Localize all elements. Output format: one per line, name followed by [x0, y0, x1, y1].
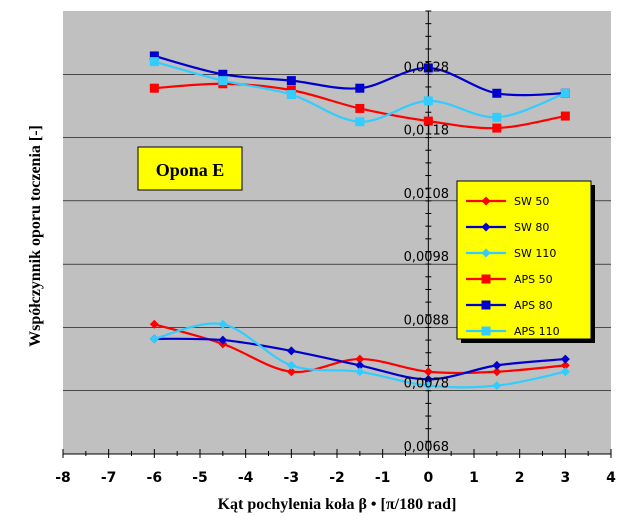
legend-marker: [481, 326, 491, 336]
series-sw-110: [149, 319, 570, 391]
x-tick-label: 1: [469, 470, 479, 486]
y-tick-label: 0,0108: [404, 187, 450, 202]
legend-entry-sw-80: SW 80: [466, 221, 549, 234]
legend-label: APS 110: [514, 325, 560, 338]
data-point-sw-80: [355, 360, 365, 370]
data-point-aps-80: [492, 88, 502, 98]
legend-label: APS 50: [514, 273, 553, 286]
data-point-sw-80: [560, 354, 570, 364]
y-tick-label: 0,0068: [404, 440, 450, 455]
data-point-aps-50: [423, 116, 433, 126]
legend-entry-aps-80: APS 80: [466, 299, 553, 312]
data-point-aps-110: [560, 88, 570, 98]
legend-entry-sw-50: SW 50: [466, 195, 549, 208]
data-point-aps-80: [149, 51, 159, 61]
data-point-sw-110: [423, 381, 433, 391]
series-sw-80: [149, 334, 570, 384]
data-point-aps-110: [149, 57, 159, 67]
x-tick-label: -6: [147, 470, 163, 486]
x-tick-label: -4: [238, 470, 254, 486]
annotation-text: Opona E: [156, 160, 225, 180]
x-axis-label: Kąt pochylenia koła β • [π/180 rad]: [218, 496, 457, 513]
data-point-aps-80: [218, 69, 228, 79]
x-tick-label: -2: [329, 470, 345, 486]
x-tick-labels: -8 -7 -6 -5 -4 -3 -2 -1 0 1 2 3 4: [55, 470, 616, 486]
legend-marker: [481, 300, 491, 310]
data-point-sw-110: [355, 367, 365, 377]
data-point-aps-110: [286, 90, 296, 100]
data-point-aps-110: [492, 112, 502, 122]
x-tick-label: -3: [284, 470, 300, 486]
legend-label: APS 80: [514, 299, 553, 312]
data-point-sw-50: [423, 367, 433, 377]
series-layer: [149, 51, 570, 391]
y-tick-label: 0,0128: [404, 60, 450, 75]
data-point-aps-80: [423, 63, 433, 73]
legend-entry-aps-50: APS 50: [466, 273, 553, 286]
data-point-sw-110: [560, 367, 570, 377]
data-point-sw-110: [149, 334, 159, 344]
data-point-sw-50: [492, 367, 502, 377]
data-point-aps-110: [218, 76, 228, 86]
legend-marker: [481, 222, 491, 232]
series-aps-80: [149, 51, 570, 98]
annotation-box: Opona E: [137, 146, 243, 191]
data-point-sw-110: [286, 360, 296, 370]
x-tick-label: 2: [515, 470, 525, 486]
legend-entry-sw-110: SW 110: [466, 247, 556, 260]
y-tick-label: 0,0098: [404, 250, 450, 265]
data-point-sw-50: [355, 354, 365, 364]
data-point-sw-110: [492, 381, 502, 391]
data-point-aps-50: [355, 103, 365, 113]
x-tick-label: -8: [55, 470, 71, 486]
legend-box: [456, 180, 592, 340]
data-point-aps-50: [149, 83, 159, 93]
data-point-aps-80: [286, 76, 296, 86]
legend-marker: [481, 196, 491, 206]
legend-label: SW 110: [514, 247, 556, 260]
legend-marker: [481, 248, 491, 258]
y-tick-label: 0,0078: [404, 377, 450, 392]
legend-label: SW 50: [514, 195, 549, 208]
data-point-sw-80: [492, 360, 502, 370]
data-point-sw-50: [149, 319, 159, 329]
series-aps-110: [149, 57, 570, 127]
data-point-aps-80: [355, 83, 365, 93]
x-tick-label: -1: [375, 470, 391, 486]
y-tick-label: 0,0118: [404, 124, 450, 139]
annotation-box-background: [137, 146, 243, 191]
data-point-aps-50: [560, 111, 570, 121]
x-tick-label: 4: [606, 470, 616, 486]
legend-items: SW 50 SW 80 SW 110 APS 50 APS 80 APS 110: [466, 195, 560, 338]
data-point-aps-110: [355, 117, 365, 127]
legend: SW 50 SW 80 SW 110 APS 50 APS 80 APS 110: [456, 180, 595, 343]
data-point-aps-110: [423, 96, 433, 106]
data-point-sw-50: [286, 367, 296, 377]
data-point-sw-50: [560, 360, 570, 370]
legend-label: SW 80: [514, 221, 549, 234]
legend-marker: [481, 274, 491, 284]
data-point-sw-80: [218, 335, 228, 345]
data-point-sw-80: [423, 374, 433, 384]
x-tick-label: 0: [423, 470, 433, 486]
x-tick-label: 3: [560, 470, 570, 486]
legend-entry-aps-110: APS 110: [466, 325, 560, 338]
data-point-sw-80: [286, 346, 296, 356]
x-tick-label: -7: [101, 470, 117, 486]
data-point-sw-110: [218, 319, 228, 329]
data-point-aps-50: [492, 123, 502, 133]
x-tick-label: -5: [192, 470, 208, 486]
y-tick-labels: 0,0068 0,0078 0,0088 0,0098 0,0108 0,0118 0,01…: [404, 60, 450, 455]
y-tick-label: 0,0088: [404, 313, 450, 328]
y-axis-label: Współczynnik oporu toczenia [-]: [27, 125, 44, 347]
